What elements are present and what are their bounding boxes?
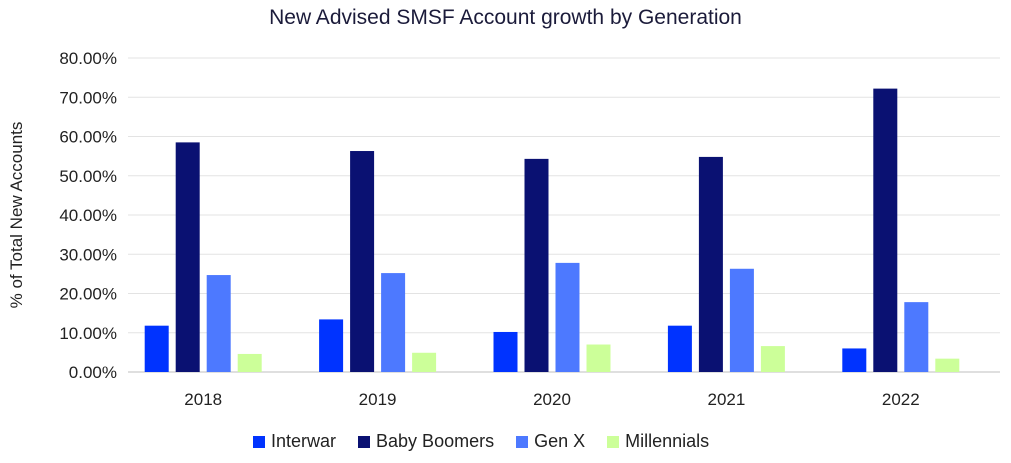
bar-baby-boomers-2019 [350,151,375,372]
y-axis-label: % of Total New Accounts [7,122,26,309]
bar-chart: 0.00% 10.00% 20.00% 30.00% 40.00% 50.00% 60.00… [7,49,1000,409]
bar-interwar-2022 [842,348,867,372]
bar-interwar-2018 [144,325,169,372]
y-tick-label: 70.00% [59,88,117,107]
bar-gen-x-2019 [381,273,406,372]
bars [144,88,960,373]
legend-item-interwar: Interwar [253,431,336,452]
bar-gen-x-2022 [904,302,929,372]
y-tick-label: 80.00% [59,49,117,68]
chart-title: New Advised SMSF Account growth by Gener… [269,6,742,29]
x-tick-label: 2021 [707,390,745,409]
bar-baby-boomers-2018 [175,142,200,372]
bar-millennials-2018 [237,353,262,372]
x-tick-label: 2022 [882,390,920,409]
legend-label: Gen X [534,431,586,451]
bar-gen-x-2018 [206,275,231,372]
bar-millennials-2019 [412,352,437,372]
legend-label: Millennials [625,431,710,451]
bar-gen-x-2020 [555,262,580,372]
bar-interwar-2020 [493,331,518,372]
bar-millennials-2022 [935,358,960,372]
bar-baby-boomers-2020 [524,158,549,372]
y-tick-label: 50.00% [59,167,117,186]
legend-swatch [516,435,529,448]
y-tick-label: 30.00% [59,245,117,264]
x-tick-label: 2020 [533,390,571,409]
x-tick-label: 2018 [184,390,222,409]
legend: Interwar Baby Boomers Gen X Millennials [253,431,731,452]
bar-millennials-2021 [760,346,785,372]
bar-interwar-2019 [319,319,344,372]
bar-gen-x-2021 [729,268,754,372]
y-tick-label: 40.00% [59,206,117,225]
y-tick-label: 0.00% [69,363,117,382]
x-axis-ticks: 2018 2019 2020 2021 2022 [184,390,919,409]
legend-label: Baby Boomers [376,431,495,451]
bar-baby-boomers-2022 [873,88,898,373]
legend-item-millennials: Millennials [607,431,709,452]
y-tick-label: 10.00% [59,324,117,343]
bar-baby-boomers-2021 [698,156,723,372]
legend-swatch [607,435,620,448]
legend-swatch [358,435,371,448]
y-tick-label: 20.00% [59,285,117,304]
legend-item-baby-boomers: Baby Boomers [358,431,494,452]
y-tick-label: 60.00% [59,128,117,147]
bar-interwar-2021 [667,325,692,372]
bar-millennials-2020 [586,344,611,372]
legend-item-gen-x: Gen X [516,431,585,452]
y-axis-ticks: 0.00% 10.00% 20.00% 30.00% 40.00% 50.00% 60.00… [59,49,117,382]
legend-swatch [253,435,265,448]
x-tick-label: 2019 [359,390,397,409]
legend-label: Interwar [271,431,337,451]
